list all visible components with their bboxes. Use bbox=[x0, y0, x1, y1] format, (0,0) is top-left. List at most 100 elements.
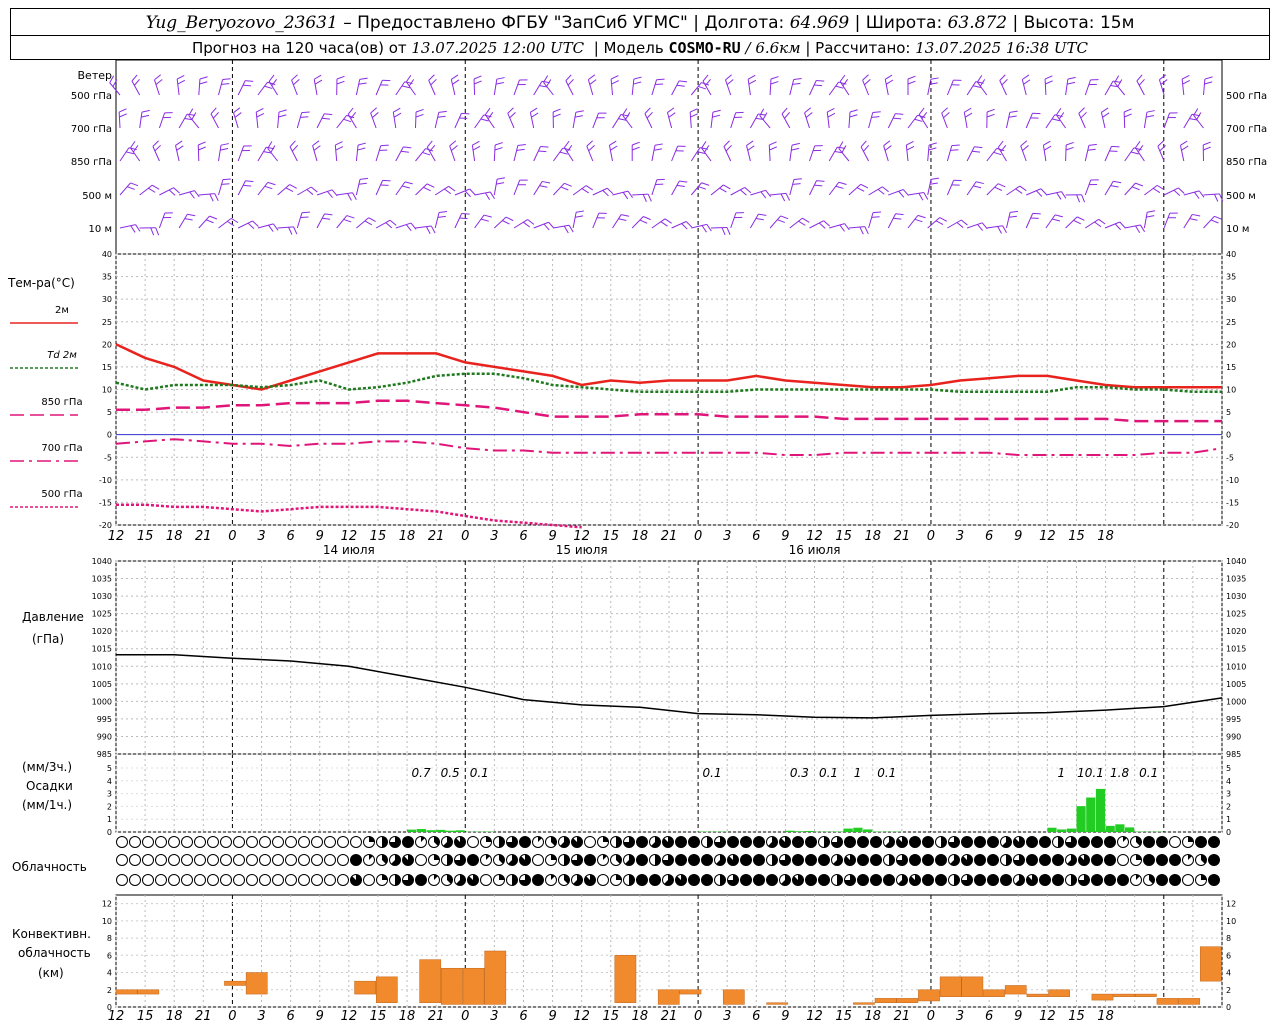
wind-barb bbox=[907, 192, 924, 196]
wind-barb-feather bbox=[950, 149, 959, 151]
wind-barb bbox=[789, 79, 795, 96]
cloud-fill bbox=[857, 836, 869, 848]
cloud-fill bbox=[350, 854, 362, 866]
wind-barb-feather bbox=[1073, 219, 1081, 225]
wind-barb bbox=[644, 113, 653, 129]
wind-barb bbox=[119, 147, 130, 162]
wind-barb bbox=[415, 111, 417, 129]
wind-barb bbox=[723, 146, 732, 162]
wind-barb-feather bbox=[1022, 74, 1030, 80]
wind-barb bbox=[257, 147, 267, 162]
wind-barb-feather bbox=[871, 216, 880, 218]
cloud-symbol bbox=[207, 854, 219, 866]
wind-barb bbox=[769, 78, 772, 96]
cloud-fill bbox=[727, 874, 739, 886]
x-tick-label: 21 bbox=[894, 529, 911, 544]
wind-barb bbox=[1078, 113, 1086, 129]
cloud-symbol bbox=[363, 874, 375, 886]
cloud-fill bbox=[909, 854, 921, 866]
press-tick-left: 1040 bbox=[92, 557, 112, 566]
wind-barb bbox=[1104, 221, 1121, 229]
wind-barb-feather bbox=[1088, 143, 1097, 146]
wind-barb-feather bbox=[698, 186, 707, 190]
temp-tick-right: -5 bbox=[1226, 453, 1234, 462]
wind-barb bbox=[612, 190, 629, 196]
wind-barb-feather bbox=[364, 220, 373, 226]
wind-barb-feather bbox=[1198, 190, 1205, 198]
wind-barb bbox=[997, 147, 1007, 162]
wind-barb-feather bbox=[452, 79, 460, 85]
x-tick-label: 21 bbox=[195, 1009, 212, 1024]
wind-barb-feather bbox=[130, 182, 139, 187]
wind-barb-feather bbox=[1113, 180, 1122, 184]
cloud-fill bbox=[571, 854, 583, 866]
wind-barb-feather bbox=[664, 218, 672, 224]
cloud-symbol bbox=[311, 874, 323, 886]
wind-barb-feather bbox=[837, 146, 846, 149]
wind-barb bbox=[1056, 114, 1067, 129]
wind-barb bbox=[747, 79, 751, 96]
wind-barb-feather bbox=[449, 140, 457, 147]
wind-barb-feather bbox=[997, 140, 1004, 148]
cloud-fill bbox=[447, 854, 453, 866]
wind-barb-feather bbox=[473, 75, 482, 80]
wind-barb-feather bbox=[697, 151, 706, 154]
wind-barb-feather bbox=[785, 193, 791, 201]
wind-barb-feather bbox=[1137, 145, 1144, 153]
press-tick-right: 1000 bbox=[1226, 697, 1246, 706]
wind-barb bbox=[255, 112, 259, 129]
wind-barb bbox=[888, 189, 904, 196]
cloud-fill bbox=[571, 836, 583, 848]
wind-barb-feather bbox=[610, 75, 619, 80]
press-tick-right: 1030 bbox=[1226, 592, 1246, 601]
wind-barb bbox=[336, 115, 347, 129]
conv-tick-left: 6 bbox=[107, 951, 112, 960]
wind-barb bbox=[1124, 182, 1136, 196]
wind-barb bbox=[434, 212, 440, 229]
wind-barb-feather bbox=[191, 112, 197, 120]
cloud-fill bbox=[1208, 854, 1220, 866]
wind-barb bbox=[1104, 80, 1114, 96]
cloud-fill bbox=[532, 874, 544, 886]
cloud-fill bbox=[456, 874, 466, 886]
cloud-fill bbox=[1136, 836, 1142, 846]
cloud-fill bbox=[1026, 854, 1038, 866]
wind-barb bbox=[533, 181, 543, 196]
cloud-symbol bbox=[207, 836, 219, 848]
wind-barb bbox=[671, 221, 687, 229]
cloud-fill bbox=[883, 874, 895, 886]
wind-barb-feather bbox=[1136, 74, 1143, 82]
wind-barb-feather bbox=[109, 75, 115, 83]
wind-barb bbox=[927, 145, 930, 162]
cloud-fill bbox=[662, 854, 674, 866]
wind-barb bbox=[1124, 147, 1135, 162]
wind-barb-feather bbox=[135, 224, 141, 232]
cloud-fill bbox=[651, 836, 661, 848]
precip-label: 10.1 bbox=[1077, 766, 1104, 780]
conv-tick-left: 12 bbox=[102, 900, 112, 909]
wind-barb-feather bbox=[256, 113, 265, 118]
wind-barb-feather bbox=[1052, 218, 1061, 222]
wind-barb-feather bbox=[1159, 144, 1166, 152]
wind-barb bbox=[277, 112, 280, 129]
wind-barb-feather bbox=[643, 216, 651, 221]
wind-barb-feather bbox=[423, 186, 431, 192]
precip-bar bbox=[795, 831, 805, 832]
cloud-fill bbox=[1169, 874, 1181, 886]
wind-barb-feather bbox=[1114, 223, 1121, 231]
wind-barb-feather bbox=[1130, 151, 1139, 155]
wind-barb-feather bbox=[209, 215, 218, 220]
wind-barb bbox=[237, 220, 253, 229]
x-tick-label: 21 bbox=[661, 529, 678, 544]
wind-barb bbox=[553, 224, 570, 229]
conv-bar bbox=[1026, 993, 1049, 997]
wind-barb-feather bbox=[1022, 145, 1029, 152]
cloud-fill bbox=[369, 854, 373, 860]
wind-barb-feather bbox=[746, 140, 754, 146]
x-tick-label: 21 bbox=[428, 529, 445, 544]
wind-barb-feather bbox=[1076, 194, 1081, 203]
temp-series-0 bbox=[115, 343, 1222, 391]
precip-bar bbox=[863, 829, 873, 832]
wind-barb bbox=[316, 213, 325, 229]
wind-barb bbox=[947, 219, 962, 229]
